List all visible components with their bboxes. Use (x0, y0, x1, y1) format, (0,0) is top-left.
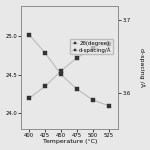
Y-axis label: d-spacing /Å: d-spacing /Å (139, 48, 144, 87)
2θ(degree) (108, 43, 109, 45)
Line: d-spacing/Å: d-spacing/Å (28, 33, 110, 107)
2θ(degree) (28, 97, 30, 99)
2θ(degree) (44, 86, 46, 87)
d-spacing/Å (92, 99, 94, 101)
d-spacing/Å (44, 52, 46, 54)
d-spacing/Å (60, 74, 62, 75)
2θ(degree) (76, 57, 78, 59)
2θ(degree) (92, 47, 94, 49)
d-spacing/Å (108, 105, 109, 106)
d-spacing/Å (28, 34, 30, 36)
X-axis label: Temperature (°C): Temperature (°C) (43, 140, 97, 144)
Line: 2θ(degree): 2θ(degree) (28, 43, 110, 100)
2θ(degree) (60, 70, 62, 72)
d-spacing/Å (76, 88, 78, 90)
Legend: 2θ(degree), d-spacing/Å: 2θ(degree), d-spacing/Å (70, 39, 113, 54)
